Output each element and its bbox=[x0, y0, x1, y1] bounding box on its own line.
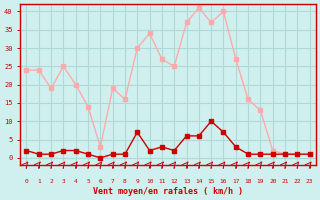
X-axis label: Vent moyen/en rafales ( km/h ): Vent moyen/en rafales ( km/h ) bbox=[93, 187, 243, 196]
